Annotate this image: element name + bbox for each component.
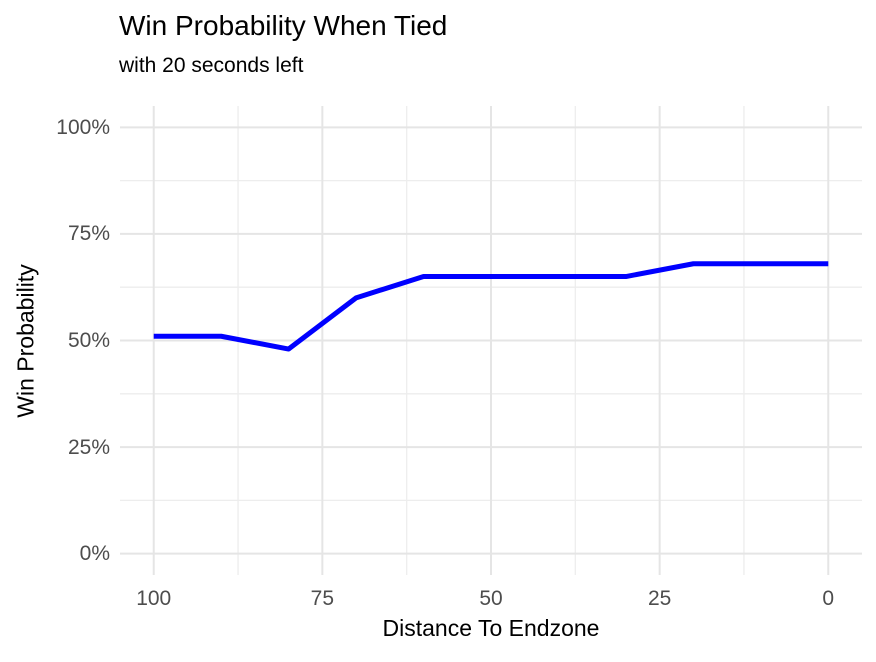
y-tick-label: 75%: [67, 222, 110, 246]
y-tick-label: 25%: [67, 435, 110, 459]
y-axis-title: Win Probability: [12, 264, 39, 418]
x-axis-title: Distance To Endzone: [382, 615, 600, 641]
x-tick-label: 75: [310, 587, 335, 610]
x-tick-label: 25: [647, 587, 672, 610]
y-tick-label: 100%: [56, 115, 110, 139]
y-tick-label: 0%: [79, 542, 110, 566]
win-probability-line: [153, 261, 829, 352]
chart-subtitle: with 20 seconds left: [119, 54, 304, 77]
x-tick-label: 100: [136, 587, 172, 610]
chart-title: Win Probability When Tied: [119, 10, 448, 41]
y-tick-label: 50%: [67, 329, 110, 352]
x-tick-label: 0: [822, 587, 835, 610]
x-tick-label: 50: [479, 587, 503, 610]
